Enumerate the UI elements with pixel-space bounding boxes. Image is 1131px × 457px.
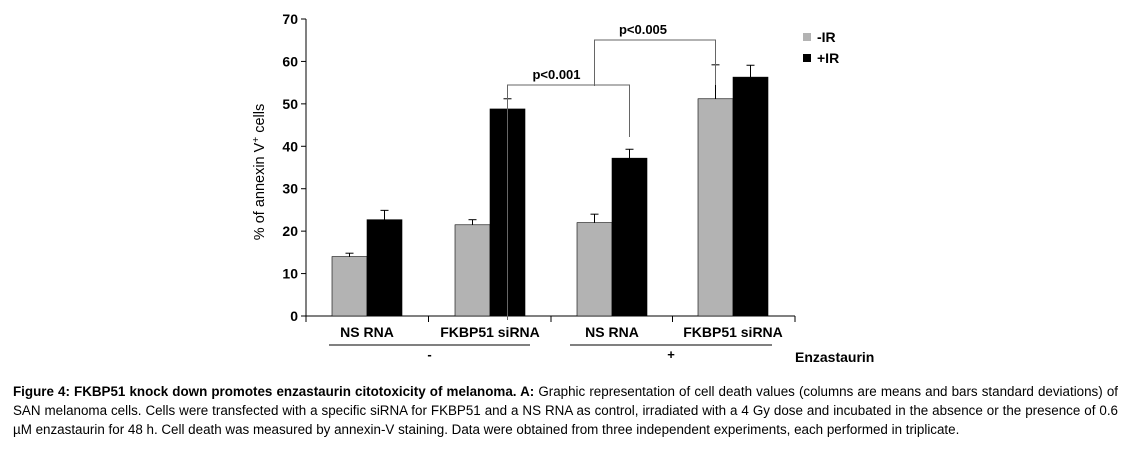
y-tick-label: 0 — [290, 308, 298, 324]
error-bars — [345, 64, 755, 257]
p-value-label: p<0.005 — [619, 22, 667, 37]
y-tick-label: 60 — [282, 53, 298, 69]
legend-swatch — [803, 54, 811, 62]
x-category-label: NS RNA — [585, 324, 639, 340]
group-label: - — [427, 347, 431, 362]
significance-bracket — [594, 39, 716, 86]
x-category-labels: NS RNA FKBP51 siRNA NS RNA FKBP51 siRNA — [340, 324, 783, 340]
bars — [331, 76, 769, 317]
y-tick-label: 20 — [282, 223, 298, 239]
y-tick-label: 50 — [282, 96, 298, 112]
bar-minus-ir — [454, 224, 491, 317]
bar-plus-ir — [366, 219, 403, 317]
legend-label: +IR — [817, 50, 839, 66]
significance-brackets: p<0.001 p<0.005 — [507, 22, 716, 320]
bar-plus-ir — [732, 76, 769, 317]
significance-bracket — [507, 84, 630, 320]
legend: -IR +IR — [803, 29, 839, 66]
bar-minus-ir — [697, 98, 734, 317]
bar-minus-ir — [331, 256, 368, 317]
y-tick-label: 70 — [282, 11, 298, 27]
x-category-label: FKBP51 siRNA — [683, 324, 783, 340]
y-axis-label: % of annexin V+ cells — [251, 104, 269, 240]
annexin-bar-chart: 0 10 20 30 40 50 60 70 p<0.001 p<0.005 NS RNA FKB… — [251, 11, 875, 365]
p-value-label: p<0.001 — [532, 67, 580, 82]
group-axis-label: Enzastaurin — [795, 349, 874, 365]
group-label: + — [667, 347, 675, 362]
figure-caption: Figure 4: FKBP51 knock down promotes enz… — [13, 382, 1118, 439]
bar-plus-ir — [611, 157, 648, 317]
x-category-label: FKBP51 siRNA — [440, 324, 540, 340]
legend-label: -IR — [817, 29, 836, 45]
bar-minus-ir — [576, 222, 613, 317]
y-tick-label: 30 — [282, 181, 298, 197]
caption-text: Graphic representation of cell death val… — [13, 384, 1118, 437]
caption-title: Figure 4: FKBP51 knock down promotes enz… — [13, 384, 535, 399]
y-tick-label: 10 — [282, 266, 298, 282]
y-tick-label: 40 — [282, 138, 298, 154]
x-category-label: NS RNA — [340, 324, 394, 340]
enzastaurin-groups: - + — [329, 344, 772, 362]
legend-swatch — [803, 33, 811, 41]
